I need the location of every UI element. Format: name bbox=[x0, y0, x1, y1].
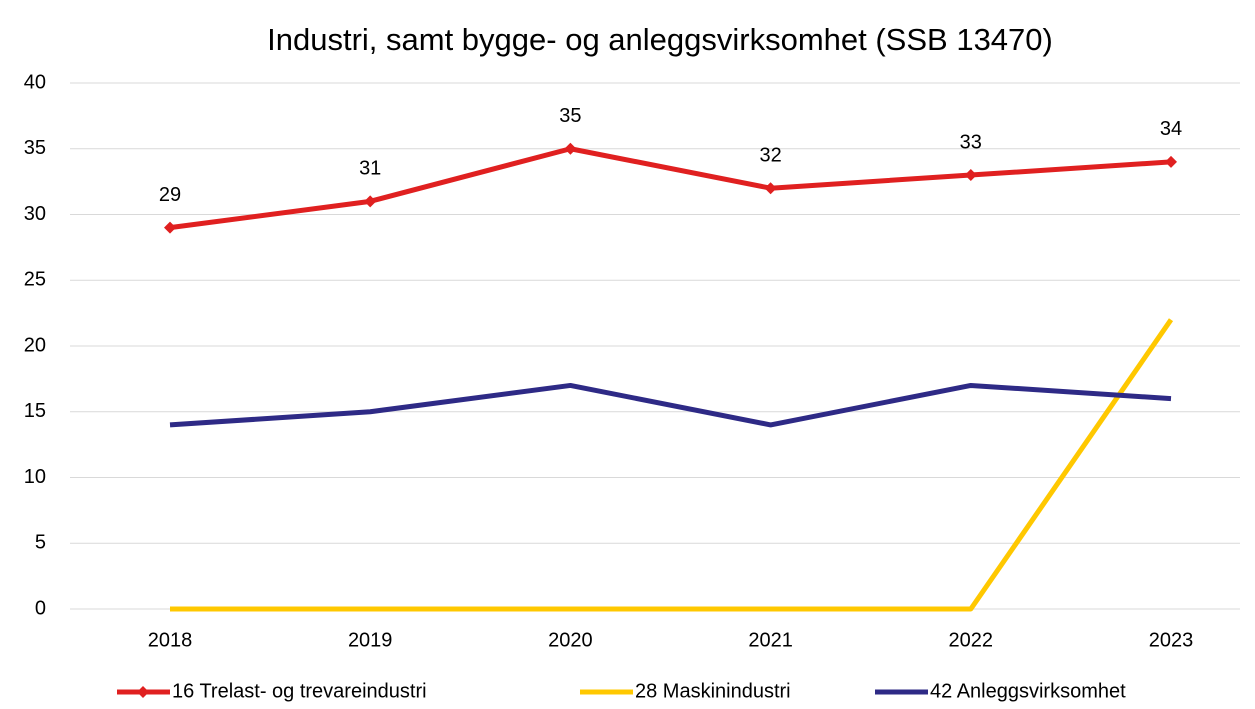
x-tick-label: 2023 bbox=[1149, 629, 1194, 651]
series-line bbox=[169, 382, 1172, 428]
x-tick-label: 2022 bbox=[949, 629, 994, 651]
y-tick-label: 0 bbox=[35, 597, 46, 619]
point-marker bbox=[764, 182, 777, 195]
data-label: 32 bbox=[759, 144, 781, 166]
y-tick-label: 35 bbox=[24, 137, 46, 159]
legend-marker bbox=[137, 686, 149, 698]
point-marker bbox=[164, 221, 176, 234]
legend-label: 28 Maskinindustri bbox=[635, 680, 791, 702]
series-line bbox=[169, 146, 1172, 231]
x-tick-label: 2018 bbox=[148, 629, 193, 651]
y-tick-label: 10 bbox=[24, 466, 46, 488]
y-tick-label: 30 bbox=[24, 203, 46, 225]
y-tick-label: 25 bbox=[24, 269, 46, 291]
y-tick-label: 40 bbox=[24, 71, 46, 93]
data-label: 31 bbox=[359, 158, 381, 180]
point-marker bbox=[964, 169, 977, 182]
x-tick-label: 2020 bbox=[548, 629, 593, 651]
data-label: 29 bbox=[159, 184, 181, 206]
chart-title: Industri, samt bygge- og anleggsvirksomh… bbox=[267, 22, 1053, 57]
x-tick-label: 2019 bbox=[348, 629, 393, 651]
data-label: 34 bbox=[1160, 118, 1182, 140]
point-marker bbox=[364, 195, 377, 208]
x-tick-label: 2021 bbox=[748, 629, 793, 651]
y-tick-label: 5 bbox=[35, 532, 46, 554]
data-label: 33 bbox=[960, 131, 982, 153]
y-tick-label: 15 bbox=[24, 400, 46, 422]
y-tick-label: 20 bbox=[24, 334, 46, 356]
point-marker bbox=[564, 142, 577, 155]
data-label: 35 bbox=[559, 105, 581, 127]
legend-label: 42 Anleggsvirksomhet bbox=[930, 680, 1126, 702]
point-marker bbox=[1165, 155, 1177, 168]
series-line bbox=[170, 318, 1174, 612]
legend-label: 16 Trelast- og trevareindustri bbox=[172, 680, 427, 702]
